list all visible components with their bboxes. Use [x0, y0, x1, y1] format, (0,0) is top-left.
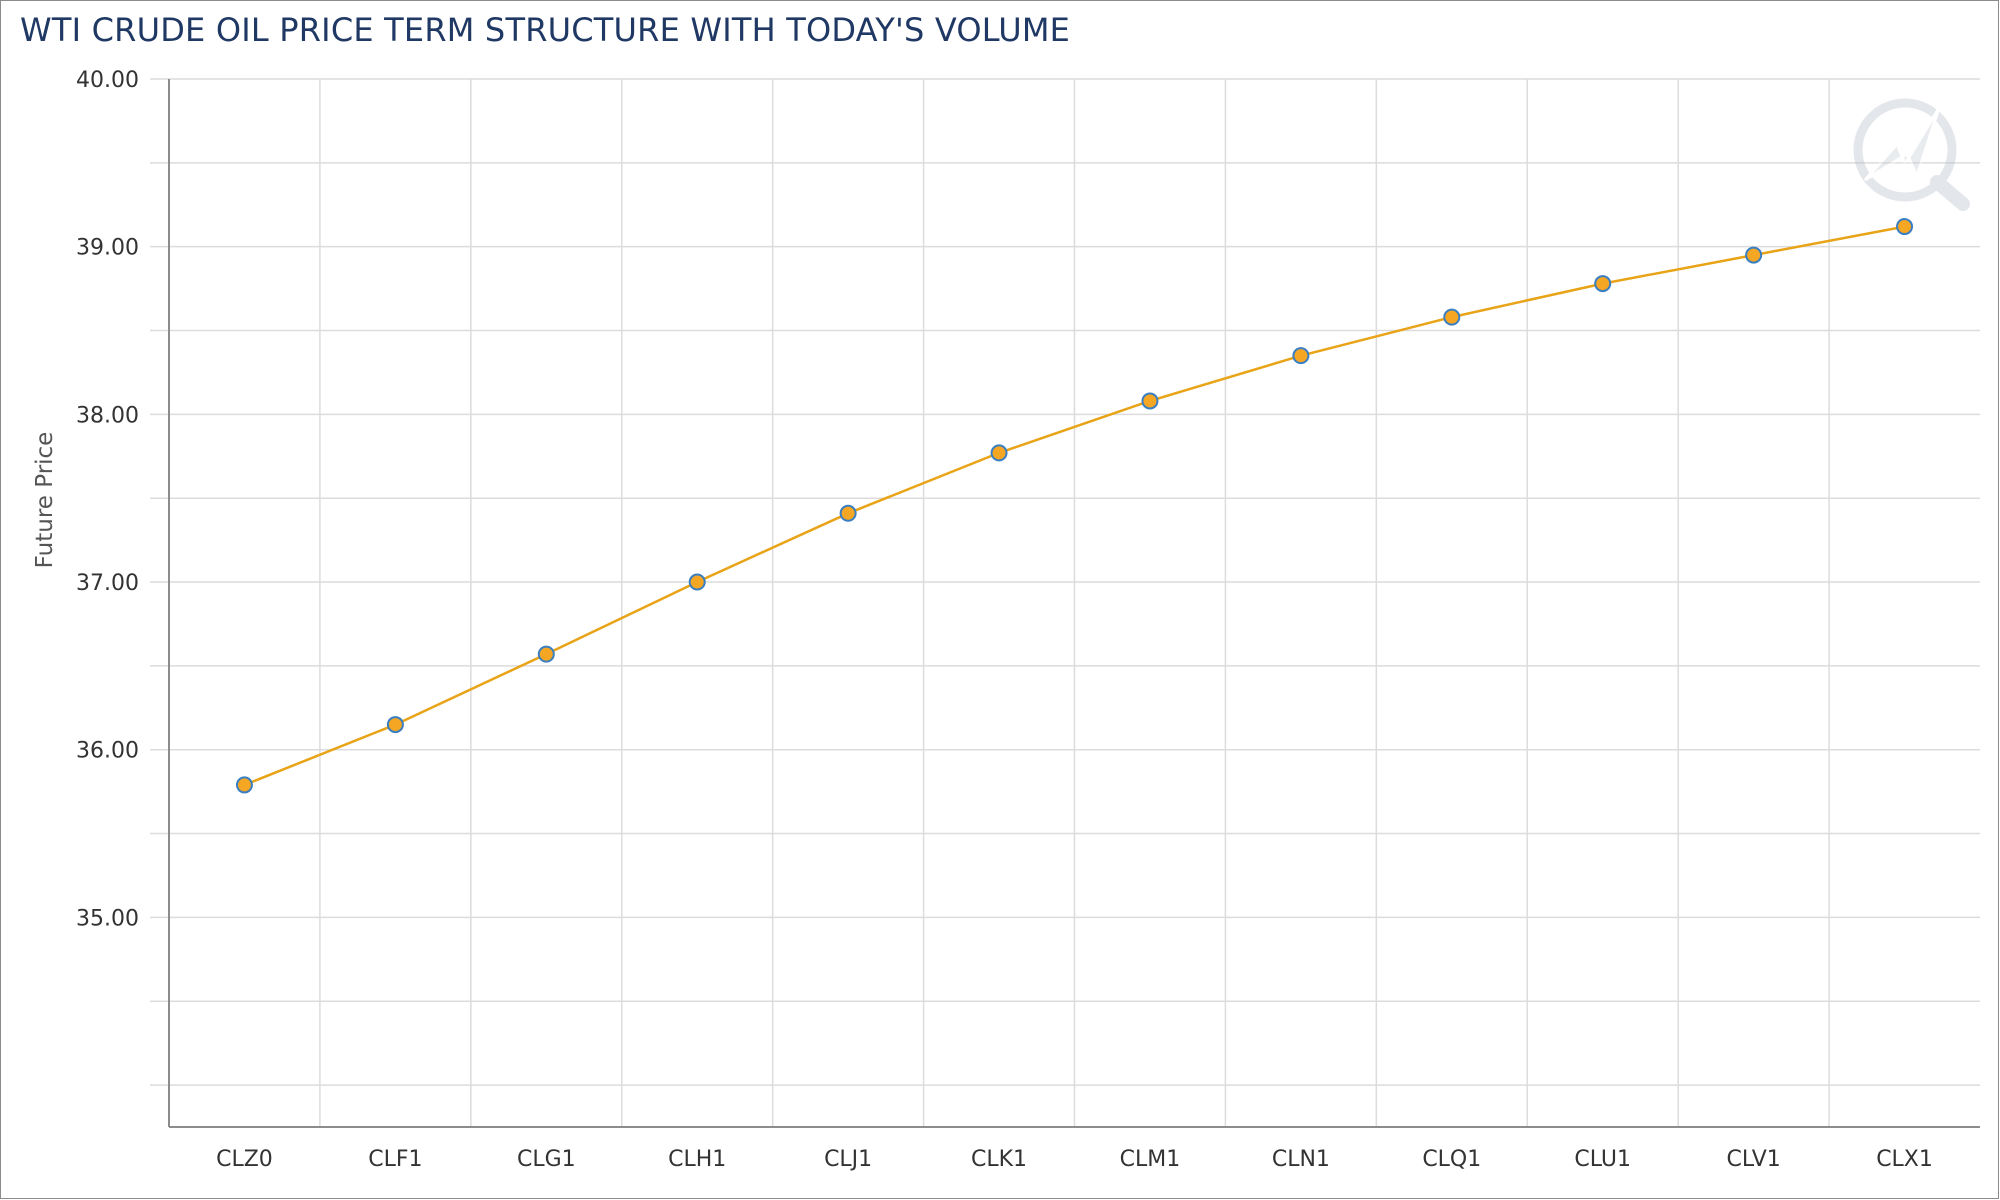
x-tick-label: CLG1: [517, 1147, 576, 1172]
x-tick-label: CLK1: [971, 1147, 1027, 1172]
data-point: [990, 444, 1008, 462]
x-tick-labels: CLZ0 CLF1 CLG1 CLH1 CLJ1 CLK1 CLM1 CLN1 CLQ1 CLU1…: [216, 1147, 1933, 1172]
data-point: [386, 716, 404, 734]
lightning-magnifier-logo-icon: [1853, 98, 1970, 211]
y-tick-label: 37.00: [76, 571, 139, 596]
y-tick-label: 35.00: [76, 906, 139, 931]
axes: [168, 79, 1980, 1128]
x-tick-label: CLV1: [1727, 1147, 1781, 1172]
x-tick-label: CLM1: [1120, 1147, 1181, 1172]
data-point: [1141, 392, 1159, 410]
y-tick-label: 40.00: [76, 68, 139, 93]
x-tick-label: CLF1: [368, 1147, 422, 1172]
x-tick-label: CLU1: [1574, 1147, 1631, 1172]
data-point: [537, 645, 555, 663]
series-line: [244, 225, 1905, 787]
data-point: [839, 504, 857, 522]
series-layer: [235, 218, 1914, 794]
data-point: [1594, 275, 1612, 293]
grid-lines: [150, 78, 1980, 1127]
data-point: [688, 573, 706, 591]
x-tick-label: CLN1: [1272, 1147, 1330, 1172]
x-tick-label: CLH1: [668, 1147, 726, 1172]
x-tick-label: CLQ1: [1422, 1147, 1481, 1172]
data-point: [1292, 347, 1310, 365]
data-point: [1896, 218, 1914, 236]
y-tick-labels: 40.00 39.00 38.00 37.00 36.00 35.00: [76, 68, 139, 931]
chart-title: WTI CRUDE OIL PRICE TERM STRUCTURE WITH …: [20, 11, 1071, 49]
y-tick-label: 36.00: [76, 739, 139, 764]
data-point: [1745, 246, 1763, 264]
x-tick-label: CLZ0: [216, 1147, 273, 1172]
data-point: [235, 776, 253, 794]
y-tick-label: 38.00: [76, 403, 139, 428]
data-point: [1443, 308, 1461, 326]
y-axis-title: Future Price: [32, 432, 58, 569]
x-tick-label: CLJ1: [824, 1147, 872, 1172]
x-tick-label: CLX1: [1876, 1147, 1933, 1172]
y-tick-label: 39.00: [76, 236, 139, 261]
